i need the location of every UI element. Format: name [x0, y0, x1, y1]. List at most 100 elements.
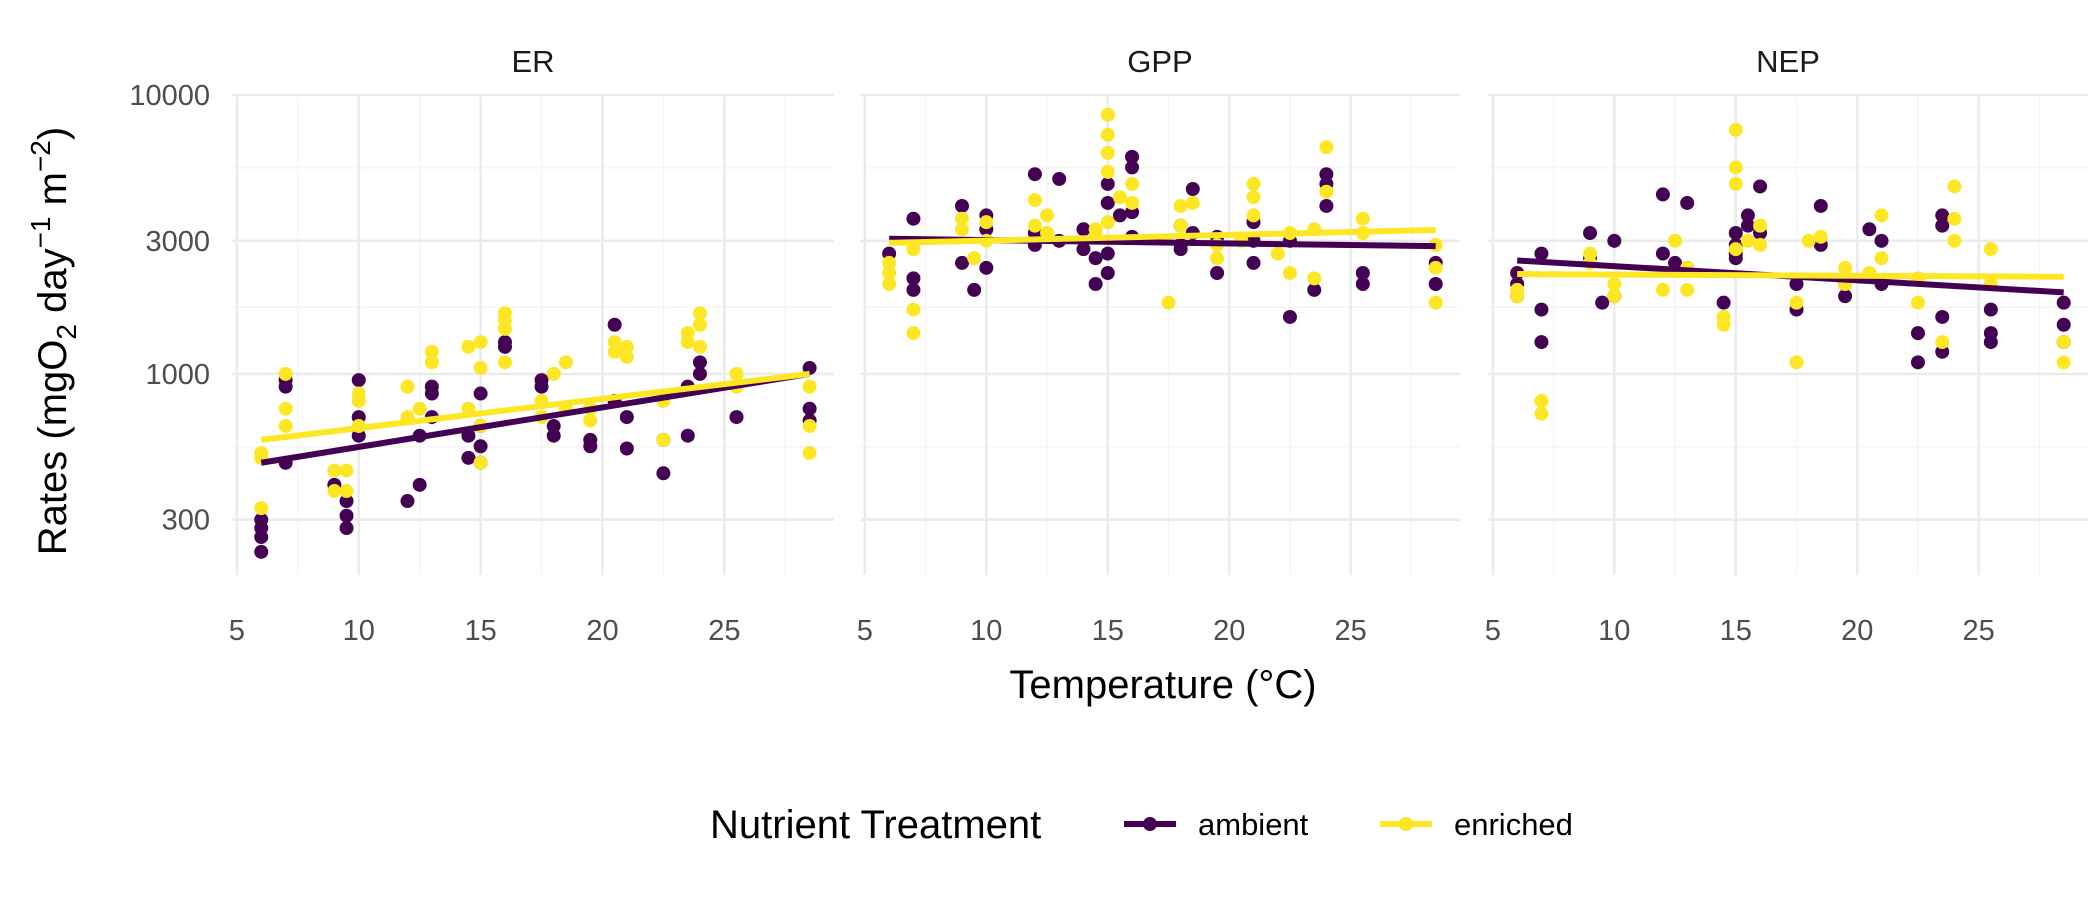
- data-point: [412, 401, 427, 416]
- data-point: [619, 349, 634, 364]
- data-point: [906, 302, 921, 317]
- data-point: [2056, 317, 2071, 332]
- data-point: [1728, 176, 1743, 191]
- data-point: [619, 410, 634, 425]
- trend-line-enriched: [889, 227, 1436, 246]
- legend-key-point: [1399, 817, 1413, 831]
- data-point: [1813, 198, 1828, 213]
- data-point: [967, 282, 982, 297]
- data-point: [906, 211, 921, 226]
- x-tick-label: 25: [1335, 615, 1367, 647]
- data-point: [906, 242, 921, 257]
- data-point: [955, 198, 970, 213]
- data-point: [351, 428, 366, 443]
- data-point: [882, 255, 897, 270]
- data-point: [1595, 295, 1610, 310]
- data-point: [1935, 208, 1950, 223]
- data-point: [1112, 208, 1127, 223]
- data-point: [1910, 355, 1925, 370]
- data-point: [1716, 295, 1731, 310]
- data-point: [254, 544, 269, 559]
- data-point: [1125, 195, 1140, 210]
- data-point: [339, 484, 354, 499]
- data-point: [729, 366, 744, 381]
- data-point: [1655, 246, 1670, 261]
- data-point: [906, 271, 921, 286]
- data-point: [424, 379, 439, 394]
- data-point: [497, 321, 512, 336]
- data-point: [802, 446, 817, 461]
- facet-label: NEP: [1756, 44, 1820, 79]
- data-point: [1740, 208, 1755, 223]
- data-point: [412, 477, 427, 492]
- data-point: [1027, 193, 1042, 208]
- data-point: [1874, 251, 1889, 266]
- data-point: [1076, 222, 1091, 237]
- y-title-day: day: [31, 248, 75, 324]
- data-point: [424, 344, 439, 359]
- data-point: [1716, 309, 1731, 324]
- data-point: [254, 512, 269, 527]
- facet-label: ER: [511, 44, 554, 79]
- y-tick-label: 3000: [145, 226, 210, 258]
- data-point: [1534, 335, 1549, 350]
- data-point: [1728, 160, 1743, 175]
- data-point: [619, 441, 634, 456]
- data-point: [1246, 208, 1261, 223]
- data-point: [1428, 277, 1443, 292]
- data-point: [802, 419, 817, 434]
- data-point: [882, 265, 897, 280]
- data-point: [1100, 265, 1115, 280]
- data-point: [1076, 242, 1091, 257]
- data-point: [1789, 277, 1804, 292]
- facet-gpp: GPP 5 10 15 20 25: [857, 44, 1460, 647]
- data-point: [278, 366, 293, 381]
- data-point: [1100, 127, 1115, 142]
- data-point: [692, 366, 707, 381]
- data-point: [339, 463, 354, 478]
- data-point: [546, 419, 561, 434]
- data-point: [1874, 208, 1889, 223]
- data-point: [2056, 355, 2071, 370]
- y-tick-label: 300: [162, 505, 210, 537]
- data-point: [1210, 265, 1225, 280]
- data-point: [1947, 233, 1962, 248]
- data-point: [1125, 160, 1140, 175]
- data-point: [1185, 195, 1200, 210]
- data-point: [339, 508, 354, 523]
- data-point: [1100, 246, 1115, 261]
- data-point: [497, 339, 512, 354]
- data-point: [1753, 218, 1768, 233]
- data-point: [1173, 218, 1188, 233]
- data-point: [802, 401, 817, 416]
- legend-label: enriched: [1454, 807, 1573, 842]
- x-tick-label: 10: [1598, 615, 1630, 647]
- data-point: [558, 355, 573, 370]
- facet-nep: NEP 5 10 15 20 25: [1485, 44, 2088, 647]
- data-point: [1210, 251, 1225, 266]
- data-point: [1100, 176, 1115, 191]
- data-point: [327, 484, 342, 499]
- y-title-prefix: Rates (mgO: [31, 340, 75, 556]
- legend: Nutrient Treatment ambient enriched: [710, 803, 1573, 847]
- y-title-superscript: −1: [25, 216, 56, 248]
- trend-line-enriched: [260, 370, 810, 443]
- data-point: [1910, 295, 1925, 310]
- data-point: [1607, 277, 1622, 292]
- x-axis-title: Temperature (°C): [1009, 663, 1316, 707]
- data-point: [461, 450, 476, 465]
- data-point: [1112, 190, 1127, 205]
- data-point: [692, 317, 707, 332]
- data-point: [1838, 260, 1853, 275]
- data-point: [656, 432, 671, 447]
- y-title-subscript: 2: [51, 324, 82, 340]
- data-point: [327, 463, 342, 478]
- data-point: [1983, 302, 1998, 317]
- data-point: [729, 410, 744, 425]
- data-point: [1100, 195, 1115, 210]
- x-tick-label: 15: [1720, 615, 1752, 647]
- trend-line-enriched: [1517, 271, 2064, 280]
- x-tick-label: 10: [343, 615, 375, 647]
